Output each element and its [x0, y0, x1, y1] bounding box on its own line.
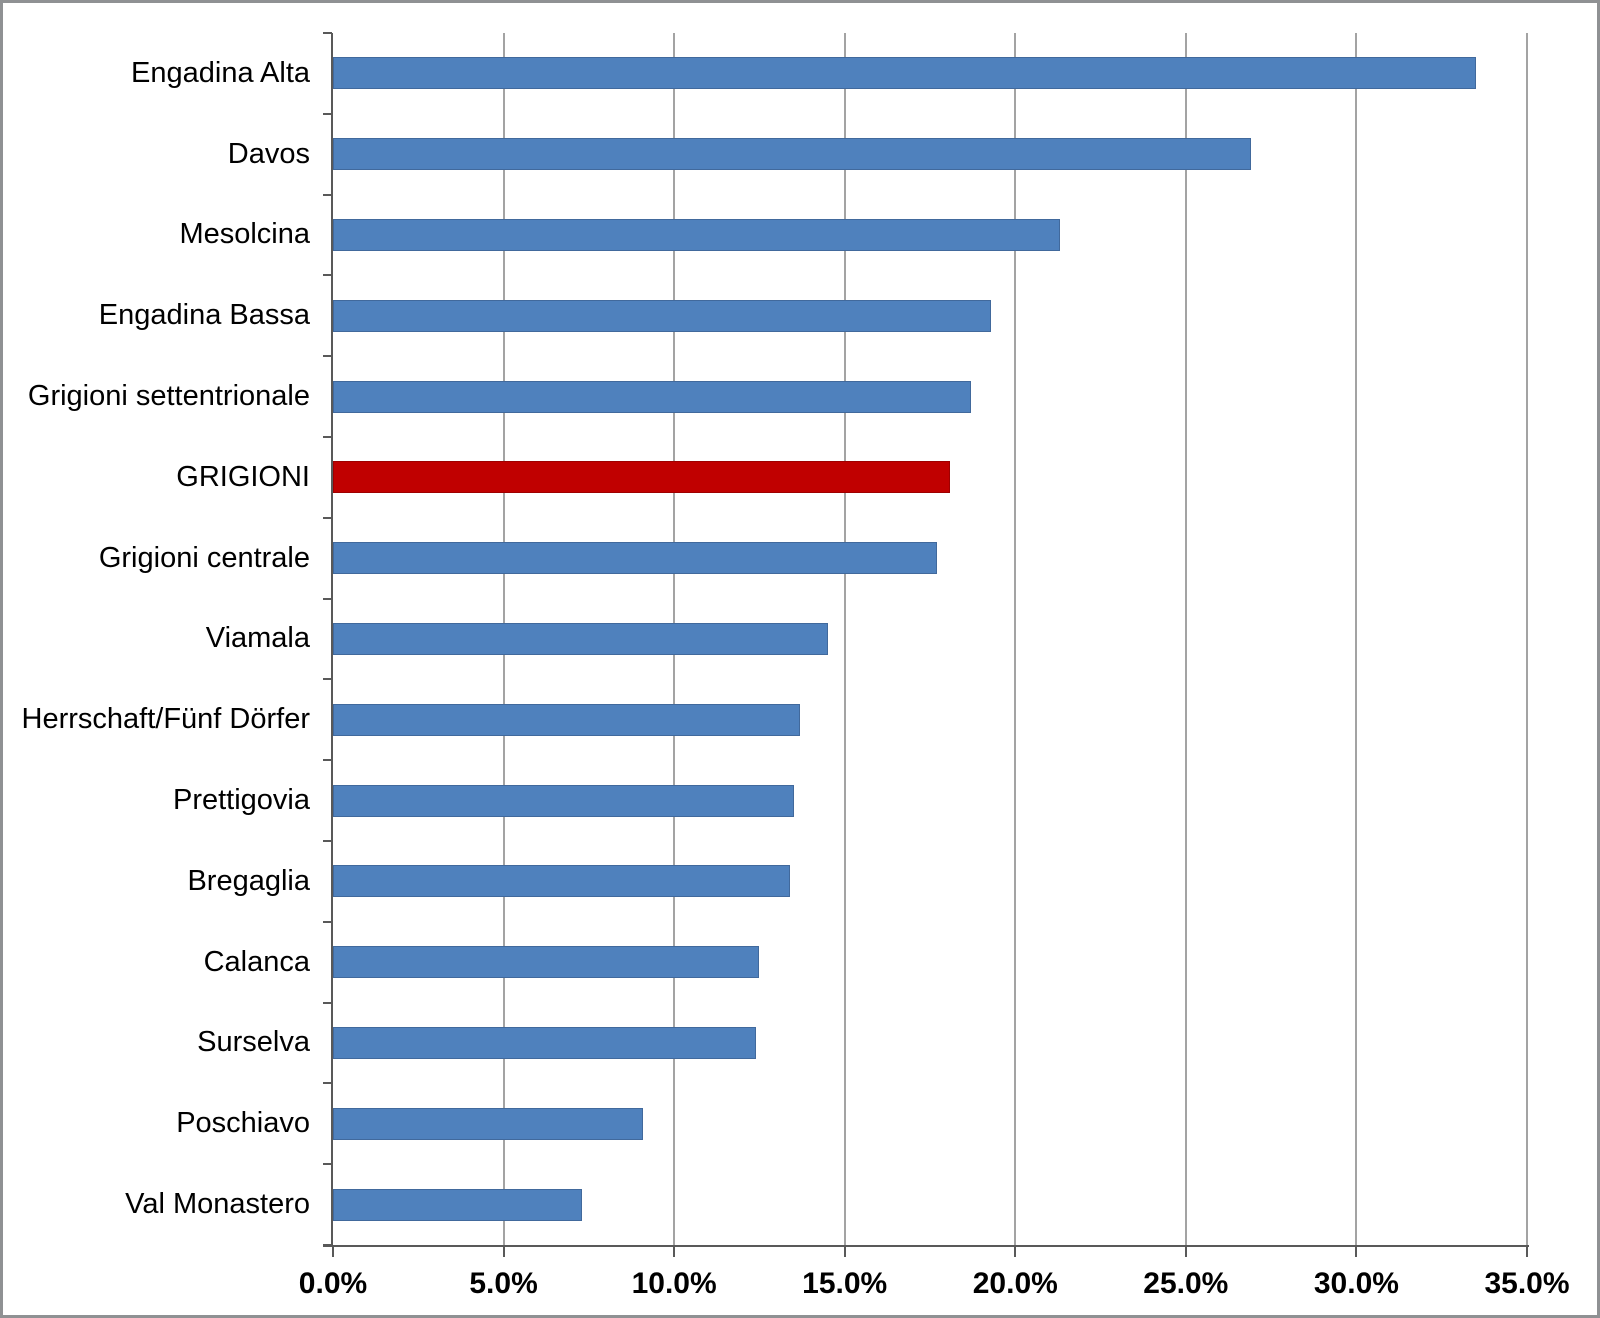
category-label-grigioni: GRIGIONI: [176, 460, 310, 493]
y-axis-tick: [323, 355, 332, 358]
bar-bregaglia: [333, 865, 791, 898]
category-label-engadina-bassa: Engadina Bassa: [98, 299, 310, 332]
bar-poschiavo: [333, 1107, 644, 1140]
bar-prettigovia: [333, 784, 794, 817]
bar-val-monastero: [333, 1188, 583, 1221]
bar-viamala: [333, 623, 828, 655]
y-axis-tick: [323, 1082, 332, 1085]
gridline-30-percent: [1355, 33, 1358, 1245]
gridline-15-percent: [843, 33, 846, 1245]
x-axis-tick: [1184, 1245, 1187, 1257]
y-axis-tick: [323, 274, 332, 277]
x-axis-tick: [843, 1245, 846, 1257]
category-label-bregaglia: Bregaglia: [187, 864, 310, 897]
bar-mesolcina: [333, 219, 1060, 251]
category-label-herrschaft-f-nf-d-rfer: Herrschaft/Fünf Dörfer: [21, 703, 310, 736]
x-tick-label-5-0: 5.0%: [469, 1267, 538, 1300]
category-label-engadina-alta: Engadina Alta: [131, 56, 310, 89]
x-axis-tick: [1355, 1245, 1358, 1257]
category-label-surselva: Surselva: [197, 1026, 310, 1059]
y-axis-tick: [323, 678, 332, 681]
x-tick-label-10-0: 10.0%: [631, 1267, 717, 1300]
category-label-prettigovia: Prettigovia: [172, 784, 310, 817]
x-axis-tick: [1526, 1245, 1528, 1257]
x-tick-label-35-0: 35.0%: [1484, 1267, 1570, 1300]
bar-davos: [333, 138, 1251, 171]
bar-grigioni-settentrionale: [333, 380, 971, 413]
y-axis-tick: [323, 436, 332, 438]
y-axis-tick: [323, 920, 332, 923]
y-axis-tick: [323, 193, 332, 196]
category-label-grigioni-settentrionale: Grigioni settentrionale: [27, 380, 310, 413]
category-label-grigioni-centrale: Grigioni centrale: [98, 541, 310, 574]
category-label-poschiavo: Poschiavo: [176, 1107, 310, 1140]
x-axis-tick: [332, 1245, 334, 1257]
category-label-viamala: Viamala: [205, 622, 310, 655]
bar-grigioni-centrale: [333, 542, 937, 575]
y-axis-tick: [323, 32, 332, 34]
gridline-35-percent: [1526, 33, 1528, 1245]
y-axis-tick: [323, 516, 332, 519]
x-tick-label-20-0: 20.0%: [972, 1267, 1058, 1300]
y-axis-tick: [323, 1001, 332, 1004]
y-axis-tick: [323, 1163, 332, 1166]
category-label-calanca: Calanca: [203, 945, 310, 978]
y-axis-tick: [323, 1244, 332, 1246]
category-label-davos: Davos: [227, 137, 310, 170]
bar-grigioni: [333, 461, 951, 494]
x-axis-tick: [502, 1245, 505, 1257]
bar-calanca: [333, 946, 760, 979]
x-axis-line: [323, 1245, 1529, 1247]
y-axis-tick: [323, 840, 332, 842]
bar-engadina-alta: [333, 57, 1476, 90]
gridline-20-percent: [1014, 33, 1017, 1245]
gridline-25-percent: [1184, 33, 1187, 1245]
y-axis-tick: [323, 597, 332, 600]
x-tick-label-15-0: 15.0%: [802, 1267, 888, 1300]
category-label-val-monastero: Val Monastero: [125, 1188, 310, 1221]
bar-surselva: [333, 1027, 757, 1059]
category-label-mesolcina: Mesolcina: [179, 218, 310, 251]
x-axis-tick: [673, 1245, 676, 1257]
x-tick-label-0-0: 0.0%: [298, 1267, 368, 1300]
x-tick-label-30-0: 30.0%: [1313, 1267, 1399, 1300]
x-axis-tick: [1014, 1245, 1017, 1257]
y-axis-line: [331, 33, 333, 1247]
y-axis-tick: [323, 112, 332, 115]
y-axis-tick: [323, 759, 332, 762]
bar-engadina-bassa: [333, 299, 992, 332]
bar-herrschaft-f-nf-d-rfer: [333, 703, 801, 736]
x-tick-label-25-0: 25.0%: [1143, 1267, 1229, 1300]
